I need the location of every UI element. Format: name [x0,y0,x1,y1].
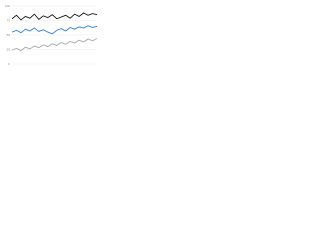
y-tick-label: 0 [8,62,10,66]
series-line [11,12,98,21]
y-tick-label: 50 [7,33,11,37]
series-line [11,25,98,35]
y-tick-label: 25 [7,47,11,51]
series-line [11,38,98,52]
y-tick-label: 75 [7,18,11,22]
y-tick-label: 100 [5,4,10,8]
page: {"chart_data": {"type": "line", "categor… [0,0,100,71]
chart: 0 25 50 75 100 [5,4,98,66]
